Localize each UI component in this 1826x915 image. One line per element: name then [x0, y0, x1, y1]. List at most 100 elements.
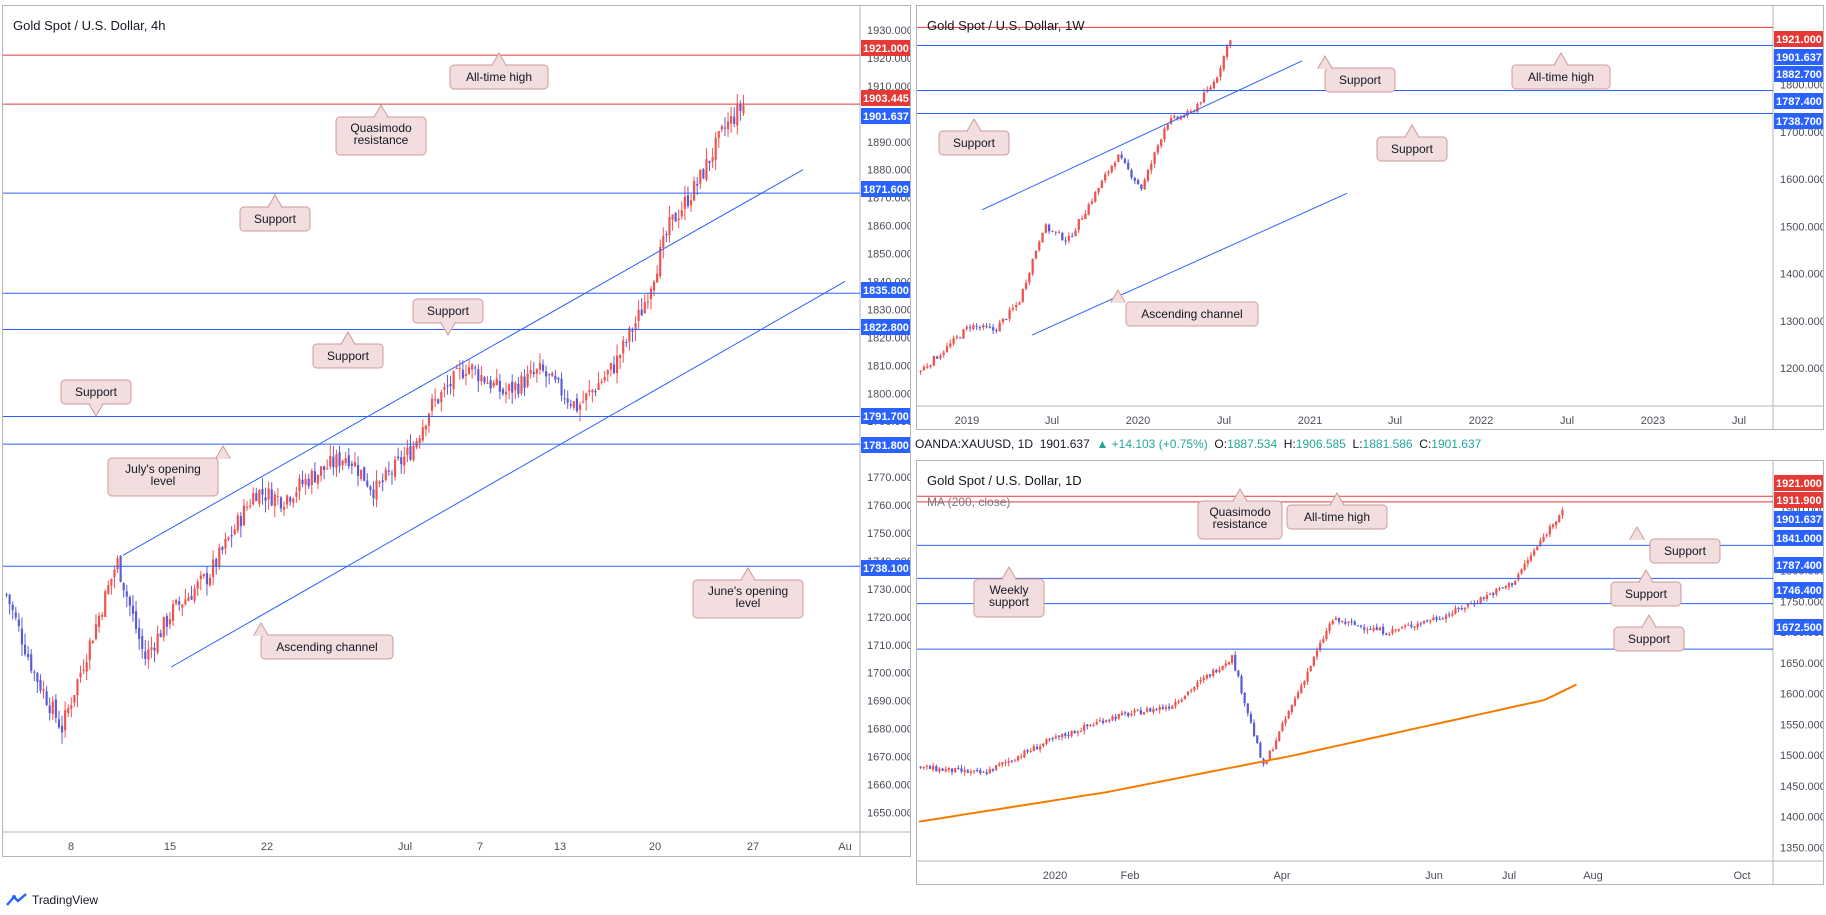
chart-weekly-svg[interactable]: 1200.000 1300.000 1400.000 1500.000 1600.000… — [917, 6, 1824, 430]
candle-body — [941, 768, 944, 771]
candle-body — [950, 768, 954, 773]
chart-4h-svg[interactable]: 1650.000 1660.000 1670.000 1680.000 1690.000… — [3, 6, 911, 857]
candle-body — [730, 115, 733, 124]
candle-body — [440, 392, 443, 403]
candle-body — [1208, 674, 1212, 677]
tradingview-logo[interactable]: TradingView — [6, 893, 98, 907]
candle-body — [578, 404, 582, 410]
candle-body — [1410, 624, 1413, 627]
candle-body — [162, 616, 165, 638]
candle-body — [1097, 187, 1100, 193]
candle-body — [326, 468, 329, 470]
candle-body — [1192, 111, 1196, 113]
callout-label: Ascending channel — [1141, 307, 1242, 321]
callout-support: Support — [938, 118, 1010, 156]
candle-body — [1179, 116, 1183, 120]
candle-body — [1485, 595, 1489, 600]
candle-body — [1123, 159, 1127, 163]
candle-body — [957, 768, 960, 770]
callout-label: June's opening — [708, 584, 788, 598]
candle-body — [480, 375, 483, 382]
level-price-label: 1746.400 — [1776, 585, 1822, 597]
candle-body — [1047, 224, 1051, 232]
candle-body — [406, 447, 409, 456]
candle-body — [467, 367, 471, 374]
candle-body — [1130, 713, 1133, 716]
candle-body — [45, 691, 48, 706]
candle-body — [381, 480, 384, 483]
candle-body — [705, 159, 708, 180]
candle-body — [1001, 762, 1004, 765]
candle-body — [535, 369, 538, 374]
level-price-tag — [861, 437, 910, 453]
callout-label: resistance — [1213, 517, 1268, 531]
price-tick-label: 1930.000 — [867, 25, 911, 37]
candle-body — [17, 619, 20, 627]
ascending-channel-line — [1031, 192, 1348, 336]
chart-panel-4h[interactable]: 1650.000 1660.000 1670.000 1680.000 1690.000… — [2, 5, 911, 857]
candle-body — [501, 389, 505, 394]
level-price-tag — [1774, 475, 1823, 491]
candle-body — [1252, 722, 1256, 737]
candle-body — [991, 327, 995, 331]
candle-body — [1015, 304, 1018, 308]
candle-body — [1071, 235, 1074, 237]
candle-body — [606, 370, 609, 375]
candle-body — [1341, 620, 1344, 623]
candle-body — [335, 454, 338, 468]
candle-body — [344, 458, 347, 464]
candle-body — [938, 768, 941, 772]
candle-body — [360, 469, 363, 479]
candle-body — [387, 470, 390, 472]
chart-daily-svg[interactable]: 1350.000 1400.000 1450.000 1500.000 1550.000… — [917, 461, 1824, 885]
candle-body — [720, 126, 723, 130]
candle-body — [372, 489, 375, 499]
candle-body — [452, 371, 455, 390]
candle-body — [1103, 174, 1107, 181]
candle-body — [461, 369, 464, 379]
candle-body — [1520, 569, 1523, 574]
candle-body — [1092, 724, 1095, 726]
level-price-label: 1738.700 — [1776, 116, 1822, 128]
candle-body — [477, 369, 480, 382]
candle-body — [554, 375, 557, 380]
candle-body — [279, 497, 283, 509]
candle-body — [181, 604, 184, 608]
candle-body — [1020, 756, 1023, 758]
level-price-tag — [1774, 31, 1823, 47]
candle-body — [1169, 117, 1173, 124]
price-tick-label: 1760.000 — [867, 500, 911, 512]
candle-body — [1212, 81, 1216, 89]
candle-body — [585, 393, 588, 401]
candle-body — [116, 558, 119, 570]
candle-body — [5, 594, 8, 596]
candle-body — [538, 363, 542, 370]
candle-body — [1419, 623, 1422, 625]
chart-panel-daily[interactable]: 1350.000 1400.000 1450.000 1500.000 1550.000… — [916, 460, 1824, 885]
callout-label: Weekly — [989, 583, 1028, 597]
candle-body — [400, 457, 403, 465]
candle-body — [615, 355, 619, 374]
candle-body — [1010, 760, 1013, 762]
candle-body — [1356, 625, 1360, 627]
candle-body — [1507, 583, 1511, 587]
candle-body — [1555, 521, 1558, 526]
candle-body — [668, 216, 671, 236]
time-tick-label: 2020 — [1043, 870, 1067, 882]
candle-body — [236, 515, 239, 531]
candle-body — [726, 121, 730, 130]
callout-tail — [373, 104, 389, 118]
candle-body — [1281, 723, 1284, 731]
chart-panel-weekly[interactable]: 1200.000 1300.000 1400.000 1500.000 1600.000… — [916, 5, 1824, 430]
candle-body — [1438, 618, 1441, 620]
candle-body — [1080, 218, 1084, 220]
candle-body — [489, 380, 492, 389]
time-tick-label: 2023 — [1641, 415, 1665, 427]
candle-body — [1199, 102, 1202, 104]
candle-body — [680, 210, 683, 217]
candle-body — [969, 771, 973, 773]
candle-body — [184, 599, 187, 605]
candle-body — [393, 459, 397, 477]
candle-body — [1328, 623, 1331, 631]
